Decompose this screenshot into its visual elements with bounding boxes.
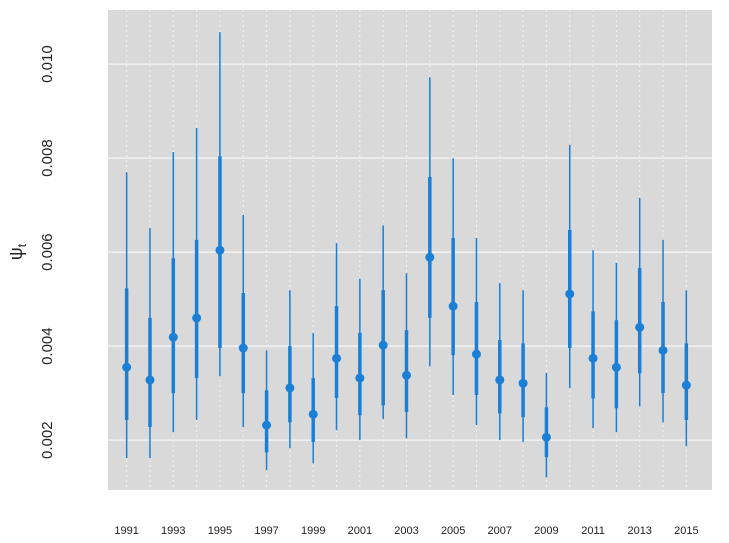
point-estimate xyxy=(215,245,225,255)
x-tick-label: 2003 xyxy=(394,525,418,537)
y-axis-label-subscript: t xyxy=(15,243,29,247)
point-estimate xyxy=(355,373,365,383)
x-tick-label: 1991 xyxy=(114,525,138,537)
x-tick-label: 2001 xyxy=(348,525,372,537)
plot-panel xyxy=(108,10,712,490)
point-estimate xyxy=(635,322,645,332)
point-estimate xyxy=(681,380,691,390)
y-tick-label: 0.002 xyxy=(39,421,56,459)
x-tick-label: 2011 xyxy=(581,525,605,537)
x-tick-label: 1995 xyxy=(208,525,232,537)
point-estimate xyxy=(448,301,458,311)
point-estimate xyxy=(168,332,178,342)
x-tick-label: 2013 xyxy=(627,525,651,537)
y-tick-label: 0.010 xyxy=(39,45,56,83)
point-estimate xyxy=(541,432,551,442)
point-estimate xyxy=(611,362,621,372)
point-estimate xyxy=(495,375,505,385)
point-estimate xyxy=(122,362,132,372)
point-estimate xyxy=(378,340,388,350)
point-estimate xyxy=(332,353,342,363)
x-tick-label: 2005 xyxy=(441,525,465,537)
point-estimate xyxy=(588,353,598,363)
x-tick-label: 2015 xyxy=(674,525,698,537)
point-estimate xyxy=(238,343,248,353)
point-estimate xyxy=(425,252,435,262)
point-estimate xyxy=(145,375,155,385)
point-estimate xyxy=(565,289,575,299)
x-tick-label: 2007 xyxy=(488,525,512,537)
point-estimate xyxy=(192,313,202,323)
point-estimate xyxy=(262,420,272,430)
y-tick-label: 0.004 xyxy=(39,327,56,365)
y-axis-label-symbol: ψ xyxy=(6,247,26,260)
point-estimate xyxy=(402,370,412,380)
y-axis-label: ψt xyxy=(6,243,29,260)
point-estimate xyxy=(518,378,528,388)
y-tick-label: 0.006 xyxy=(39,233,56,271)
point-estimate xyxy=(285,383,295,393)
point-estimate xyxy=(471,349,481,359)
x-tick-label: 2009 xyxy=(534,525,558,537)
x-tick-label: 1999 xyxy=(301,525,325,537)
y-tick-label: 0.008 xyxy=(39,139,56,177)
point-estimate xyxy=(308,409,318,419)
x-tick-label: 1993 xyxy=(161,525,185,537)
point-estimate xyxy=(658,345,668,355)
x-tick-label: 1997 xyxy=(254,525,278,537)
